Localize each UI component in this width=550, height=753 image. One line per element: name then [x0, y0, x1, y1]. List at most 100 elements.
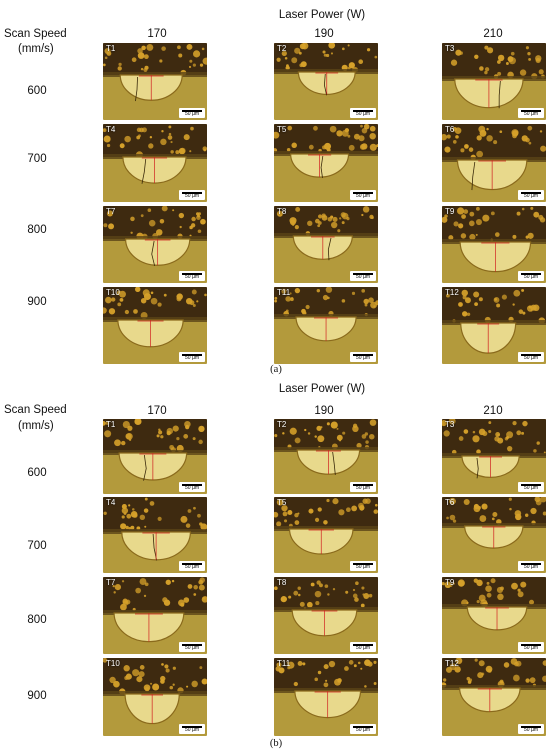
powder-particle	[521, 288, 525, 292]
powder-particle	[172, 683, 175, 686]
powder-particle	[121, 503, 127, 510]
panel-b-power-210: 210	[483, 405, 503, 417]
powder-particle	[504, 437, 509, 441]
powder-particle	[443, 430, 450, 437]
powder-particle	[463, 209, 469, 214]
panel-a-power-210: 210	[483, 28, 503, 40]
scale-bar: 50 µm	[518, 108, 544, 118]
scale-bar-label: 50 µm	[356, 274, 370, 280]
powder-particle	[477, 672, 484, 679]
powder-particle	[193, 593, 197, 596]
micrograph-image	[442, 497, 546, 573]
powder-particle	[118, 62, 122, 66]
powder-particle	[469, 233, 476, 241]
powder-particle	[292, 223, 295, 227]
powder-particle	[117, 302, 122, 307]
powder-particle	[468, 147, 474, 152]
micrograph-panel-b-7: T7 50 µm	[103, 577, 207, 654]
powder-particle	[288, 595, 292, 599]
scale-bar: 50 µm	[518, 352, 544, 362]
powder-particle	[128, 504, 131, 507]
panel-b-caption: (b)	[269, 738, 283, 749]
powder-particle	[121, 580, 125, 583]
powder-particle	[294, 47, 301, 54]
powder-particle	[452, 519, 457, 523]
powder-particle	[538, 69, 544, 75]
powder-particle	[186, 685, 189, 688]
powder-particle	[193, 506, 196, 510]
tile-label: T2	[277, 44, 287, 53]
powder-particle	[106, 210, 114, 217]
micrograph-panel-a-4: T4 50 µm	[103, 124, 207, 202]
powder-particle	[516, 430, 522, 436]
powder-particle	[166, 427, 173, 435]
powder-particle	[125, 525, 129, 530]
powder-particle	[540, 145, 546, 152]
tile-label: T4	[106, 125, 116, 134]
powder-particle	[509, 507, 512, 511]
powder-particle	[130, 525, 135, 530]
micrograph-image	[274, 124, 378, 202]
micrograph-panel-a-8: T8 50 µm	[274, 206, 378, 283]
powder-particle	[140, 214, 144, 218]
panel-b-speed-900: 900	[27, 690, 47, 702]
scale-bar: 50 µm	[518, 561, 544, 571]
powder-particle	[307, 220, 313, 227]
crack-line	[320, 155, 324, 179]
powder-particle	[449, 497, 456, 505]
powder-particle	[478, 594, 486, 602]
powder-particle	[358, 135, 365, 142]
powder-particle	[525, 137, 530, 143]
powder-particle	[442, 420, 447, 427]
powder-particle	[314, 590, 322, 598]
powder-particle	[330, 52, 334, 55]
scale-bar-line	[353, 110, 373, 112]
powder-particle	[315, 601, 320, 606]
crack-line	[141, 158, 147, 184]
micrograph-panel-b-12: T12 50 µm	[442, 658, 546, 736]
powder-particle	[348, 62, 355, 69]
powder-particle	[123, 665, 130, 672]
powder-particle	[525, 46, 529, 50]
powder-particle	[446, 134, 451, 139]
powder-particle	[507, 56, 514, 62]
micrograph-image	[274, 43, 378, 120]
powder-particle	[294, 287, 301, 294]
powder-particle	[455, 135, 459, 139]
powder-particle	[352, 593, 358, 599]
powder-particle	[503, 662, 510, 668]
powder-particle	[475, 206, 480, 211]
panel-b-speed-800: 800	[27, 614, 47, 626]
micrograph-image	[103, 497, 207, 573]
powder-particle	[167, 135, 173, 140]
powder-particle	[512, 234, 517, 239]
powder-particle	[274, 434, 278, 438]
powder-particle	[367, 661, 373, 667]
crack-line	[135, 76, 138, 102]
powder-particle	[278, 664, 282, 667]
powder-particle	[202, 57, 207, 65]
powder-particle	[285, 296, 291, 302]
powder-particle	[274, 299, 277, 303]
micrograph-image	[274, 577, 378, 654]
powder-particle	[140, 67, 144, 71]
powder-particle	[510, 51, 515, 56]
powder-particle	[134, 287, 141, 293]
powder-particle	[501, 294, 507, 300]
micrograph-panel-b-10: T10 50 µm	[103, 658, 207, 736]
powder-particle	[276, 521, 282, 527]
powder-particle	[492, 511, 498, 517]
powder-particle	[512, 133, 517, 139]
powder-particle	[185, 424, 190, 430]
powder-particle	[275, 666, 281, 672]
powder-particle	[362, 206, 370, 213]
powder-particle	[360, 667, 363, 670]
powder-particle	[478, 125, 486, 133]
powder-particle	[460, 233, 467, 239]
powder-particle	[462, 311, 468, 317]
powder-particle	[202, 596, 206, 600]
powder-particle	[139, 127, 144, 133]
panel-a-power-190: 190	[314, 28, 334, 40]
powder-particle	[345, 507, 351, 513]
powder-particle	[499, 130, 503, 134]
